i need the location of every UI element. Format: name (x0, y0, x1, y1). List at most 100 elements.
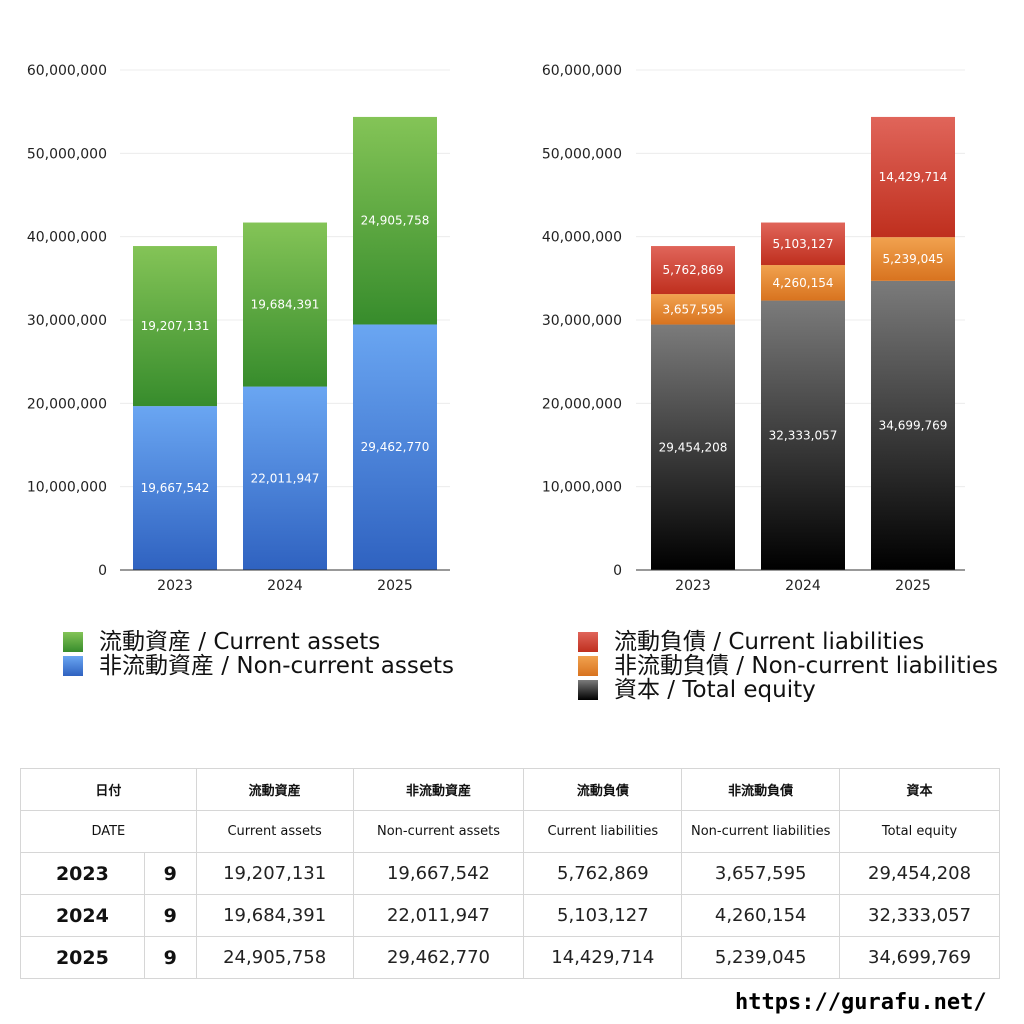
table-row: 2024 9 19,684,391 22,011,947 5,103,127 4… (20, 894, 1000, 937)
bar-segment (243, 386, 327, 570)
table-header-row-en: DATE Current assets Non-current assets C… (20, 810, 1000, 853)
y-tick-label: 10,000,000 (542, 480, 622, 496)
x-tick-label: 2025 (895, 578, 931, 594)
bar-segment (871, 237, 955, 281)
legend-swatch (578, 656, 598, 676)
legend-item-current-assets: 流動資産 / Current assets (63, 630, 454, 654)
bar-segment (651, 324, 735, 570)
legend-label: 非流動負債 / Non-current liabilities (614, 653, 998, 679)
table-cell: 19,207,131 (195, 852, 354, 895)
data-label: 32,333,057 (769, 428, 838, 442)
table-cell: 22,011,947 (352, 894, 525, 937)
y-tick-label: 40,000,000 (542, 230, 622, 246)
table-cell-month: 9 (143, 894, 197, 937)
legend-label: 流動負債 / Current liabilities (614, 629, 925, 655)
data-label: 29,454,208 (659, 440, 728, 454)
data-label: 22,011,947 (251, 471, 320, 485)
table-cell: 3,657,595 (681, 852, 841, 895)
bar-segment (133, 406, 217, 570)
data-label: 34,699,769 (879, 418, 948, 432)
table-header-cell: 資本 (839, 768, 1000, 811)
legend-swatch (578, 680, 598, 700)
charts-canvas: 60,000,000 50,000,000 40,000,000 30,000,000… (27, 63, 965, 594)
legend-right: 流動負債 / Current liabilities 非流動負債 / Non-c… (578, 630, 998, 702)
y-tick-label: 60,000,000 (542, 63, 622, 79)
y-tick-label: 10,000,000 (27, 480, 107, 496)
legend-item-non-current-liabilities: 非流動負債 / Non-current liabilities (578, 654, 998, 678)
table-cell-year: 2023 (20, 852, 145, 895)
bar-segment (243, 222, 327, 387)
legend-swatch (63, 632, 83, 652)
y-tick-label: 50,000,000 (27, 146, 107, 162)
bar-segment (761, 265, 845, 301)
table-cell-year: 2024 (20, 894, 145, 937)
table-header-cell: 非流動負債 (681, 768, 841, 811)
bar-segment (761, 222, 845, 266)
table-cell: 19,684,391 (195, 894, 354, 937)
table-cell: 24,905,758 (195, 936, 354, 979)
legend-swatch (578, 632, 598, 652)
table-header-cell: DATE (20, 810, 197, 853)
source-url[interactable]: https://gurafu.net/ (735, 990, 987, 1015)
y-tick-label: 20,000,000 (542, 396, 622, 412)
x-tick-label: 2023 (157, 578, 193, 594)
table-cell: 14,429,714 (523, 936, 683, 979)
table-cell-year: 2025 (20, 936, 145, 979)
data-label: 5,239,045 (882, 252, 943, 266)
x-tick-label: 2024 (785, 578, 821, 594)
bar-segment (871, 116, 955, 238)
table-cell: 34,699,769 (839, 936, 1000, 979)
y-tick-label: 0 (613, 563, 622, 579)
bar-segment (133, 246, 217, 407)
data-label: 5,103,127 (772, 237, 833, 251)
data-label: 29,462,770 (361, 440, 430, 454)
legend-swatch (63, 656, 83, 676)
bar-segment (353, 324, 437, 570)
y-tick-label: 20,000,000 (27, 396, 107, 412)
table-cell: 29,454,208 (839, 852, 1000, 895)
data-label: 19,684,391 (251, 298, 320, 312)
table-header-cell: Current assets (195, 810, 354, 853)
table-header-cell: 非流動資産 (352, 768, 525, 811)
table-cell: 4,260,154 (681, 894, 841, 937)
table-row: 2025 9 24,905,758 29,462,770 14,429,714 … (20, 936, 1000, 979)
y-tick-label: 40,000,000 (27, 230, 107, 246)
bar-segment (761, 300, 845, 570)
bar-segment (651, 294, 735, 325)
data-label: 19,207,131 (141, 319, 210, 333)
table-header-cell: Non-current assets (352, 810, 525, 853)
table-header-cell: 流動資産 (195, 768, 354, 811)
table-cell: 29,462,770 (352, 936, 525, 979)
legend-label: 非流動資産 / Non-current assets (99, 653, 455, 679)
table-cell: 19,667,542 (352, 852, 525, 895)
table-header-cell: Total equity (839, 810, 1000, 853)
y-tick-label: 30,000,000 (27, 313, 107, 329)
data-label: 5,762,869 (662, 263, 723, 277)
x-tick-label: 2023 (675, 578, 711, 594)
legend-item-total-equity: 資本 / Total equity (578, 678, 998, 702)
table-cell-month: 9 (143, 936, 197, 979)
bar-segment (651, 246, 735, 295)
table-cell: 5,103,127 (523, 894, 683, 937)
balance-sheet-table: 日付 流動資産 非流動資産 流動負債 非流動負債 資本 DATE Current… (20, 768, 1000, 979)
legend-label: 資本 / Total equity (614, 677, 816, 703)
table-header-cell: Current liabilities (523, 810, 683, 853)
bar-segment (871, 280, 955, 570)
y-tick-label: 30,000,000 (542, 313, 622, 329)
table-cell-month: 9 (143, 852, 197, 895)
legend-item-non-current-assets: 非流動資産 / Non-current assets (63, 654, 454, 678)
table-header-cell: 日付 (20, 768, 197, 811)
legend-label: 流動資産 / Current assets (99, 629, 381, 655)
x-tick-label: 2024 (267, 578, 303, 594)
table-cell: 32,333,057 (839, 894, 1000, 937)
legend-item-current-liabilities: 流動負債 / Current liabilities (578, 630, 998, 654)
table-header-cell: 流動負債 (523, 768, 683, 811)
legend-left: 流動資産 / Current assets 非流動資産 / Non-curren… (63, 630, 454, 678)
data-label: 19,667,542 (141, 481, 210, 495)
table-row: 2023 9 19,207,131 19,667,542 5,762,869 3… (20, 852, 1000, 895)
data-label: 4,260,154 (772, 276, 833, 290)
y-tick-label: 60,000,000 (27, 63, 107, 79)
data-label: 3,657,595 (662, 302, 723, 316)
x-tick-label: 2025 (377, 578, 413, 594)
y-tick-label: 50,000,000 (542, 146, 622, 162)
